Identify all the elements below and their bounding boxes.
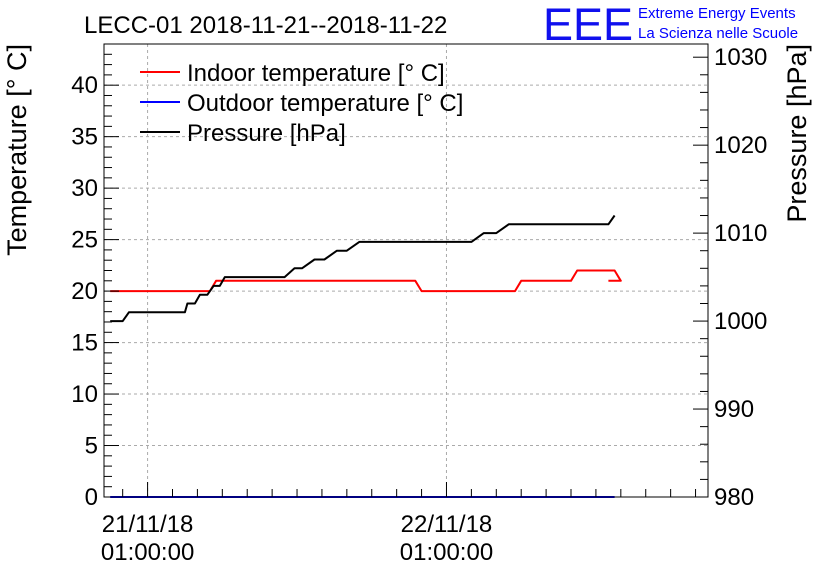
y-left-tick-label: 30 bbox=[71, 175, 98, 202]
y-left-tick-label: 15 bbox=[71, 330, 98, 357]
x-tick-label-time: 01:00:00 bbox=[101, 539, 194, 566]
series-layer bbox=[110, 214, 622, 498]
y-axis-right-label: Pressure [hPa] bbox=[782, 44, 812, 223]
chart-title: LECC-01 2018-11-21--2018-11-22 bbox=[84, 12, 447, 39]
x-tick-label-date: 22/11/18 bbox=[401, 511, 493, 538]
eee-logo-line1: Extreme Energy Events bbox=[638, 5, 796, 22]
y-right-tick-label: 1000 bbox=[714, 308, 767, 335]
y-left-tick-label: 25 bbox=[71, 227, 98, 254]
y-right-tick-label: 1020 bbox=[714, 132, 767, 159]
eee-logo-line2: La Scienza nelle Scuole bbox=[638, 25, 798, 42]
legend-label-pressure: Pressure [hPa] bbox=[187, 120, 346, 147]
axes: 0 5 10 15 20 25 30 35 40 980 990 1000 1010 1020 1030 21… bbox=[71, 44, 767, 566]
x-tick-label-date: 21/11/18 bbox=[102, 511, 194, 538]
y-right-tick-label: 1030 bbox=[714, 44, 767, 71]
y-right-tick-label: 990 bbox=[714, 396, 754, 423]
y-left-tick-label: 35 bbox=[71, 124, 98, 151]
y-left-tick-label: 20 bbox=[71, 278, 98, 305]
eee-logo: EEE Extreme Energy Events La Scienza nel… bbox=[543, 0, 798, 50]
y-left-tick-label: 10 bbox=[71, 381, 98, 408]
series-line-pressure bbox=[110, 214, 616, 323]
eee-logo-mark: EEE bbox=[543, 0, 633, 50]
y-left-tick-label: 0 bbox=[85, 484, 98, 511]
y-right-tick-label: 980 bbox=[714, 484, 754, 511]
legend-label-indoor: Indoor temperature [° C] bbox=[187, 60, 445, 87]
series-line-indoor bbox=[110, 269, 622, 293]
legend: Indoor temperature [° C] Outdoor tempera… bbox=[140, 60, 463, 147]
y-right-tick-label: 1010 bbox=[714, 220, 767, 247]
y-left-tick-label: 5 bbox=[85, 433, 98, 460]
legend-label-outdoor: Outdoor temperature [° C] bbox=[187, 90, 463, 117]
x-tick-label-time: 01:00:00 bbox=[400, 539, 493, 566]
y-left-tick-label: 40 bbox=[71, 72, 98, 99]
grid bbox=[104, 44, 708, 497]
y-axis-left-label: Temperature [° C] bbox=[2, 44, 32, 256]
